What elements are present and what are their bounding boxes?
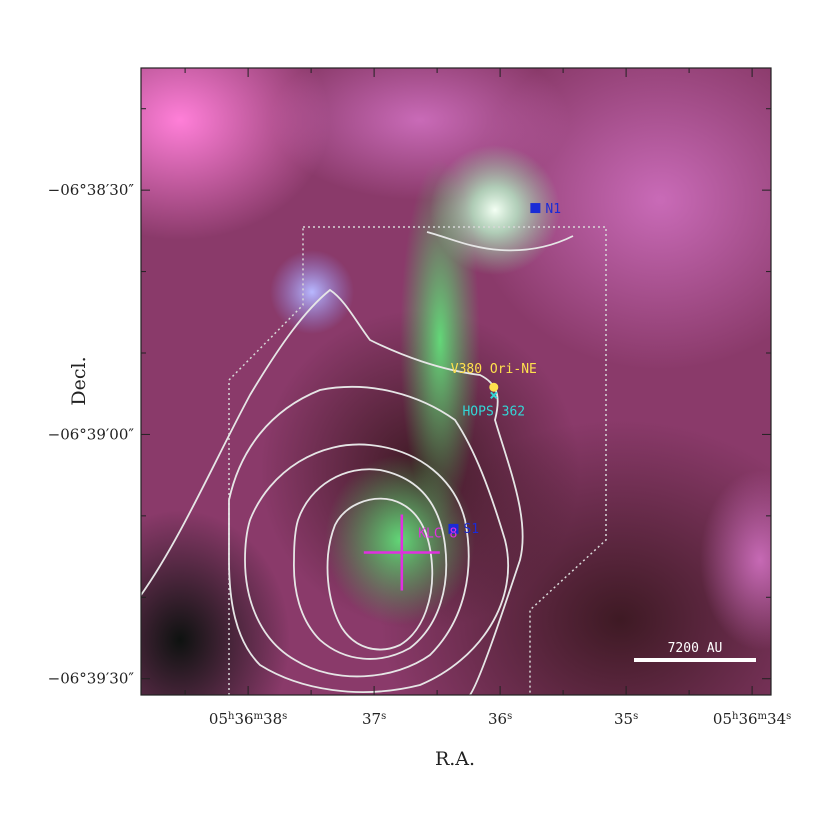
y-tick-label: −06°39′30″	[48, 670, 135, 688]
source-klc-8: KLC 8	[363, 514, 457, 591]
y-tick-label: −06°38′30″	[48, 181, 135, 199]
source-marker	[448, 523, 459, 534]
x-tick-labels: 05h36m38s 37s 36s 35s 05h36m34s	[209, 710, 791, 728]
x-tick-label: 36s	[488, 710, 512, 728]
source-label: N1	[545, 202, 561, 217]
x-axis-title: R.A.	[435, 748, 475, 770]
x-tick-label: 05h36m34s	[713, 710, 791, 728]
source-marker	[530, 203, 541, 214]
source-v380-ori-ne: V380 Ori-NE	[451, 362, 537, 392]
contours	[141, 231, 574, 695]
source-marker	[363, 514, 440, 591]
x-tick-label: 37s	[362, 710, 386, 728]
y-tick-labels: −06°38′30″ −06°39′00″ −06°39′30″	[48, 181, 135, 688]
image-background	[141, 68, 771, 695]
scale-bar: 7200 AU	[634, 641, 756, 662]
y-tick-label: −06°39′00″	[48, 425, 135, 443]
plot-frame	[140, 67, 772, 696]
scale-bar-line	[634, 658, 756, 662]
source-label: S1	[463, 522, 479, 537]
contour-4	[293, 468, 448, 660]
x-tick-label: 05h36m38s	[209, 710, 287, 728]
source-label: V380 Ori-NE	[451, 362, 537, 377]
source-marker	[489, 382, 499, 392]
contour-2	[228, 385, 510, 693]
contour-outer	[141, 288, 524, 695]
source-s1: S1	[448, 522, 479, 537]
source-hops-362: HOPS 362	[462, 391, 525, 419]
source-n1: N1	[530, 202, 561, 217]
axis-ticks	[141, 68, 771, 695]
source-label: HOPS 362	[462, 404, 525, 419]
contour-3	[244, 443, 470, 678]
y-axis-title: Decl.	[68, 356, 90, 405]
x-tick-label: 35s	[614, 710, 638, 728]
contour-n1	[426, 231, 574, 252]
sources: N1 S1 V380 Ori-NE HOPS 362 KLC 8	[363, 202, 561, 591]
source-label: KLC 8	[418, 527, 457, 542]
contour-5	[326, 497, 434, 651]
scale-bar-label: 7200 AU	[668, 641, 723, 656]
source-marker	[490, 391, 498, 400]
footprint-outline	[228, 226, 607, 695]
